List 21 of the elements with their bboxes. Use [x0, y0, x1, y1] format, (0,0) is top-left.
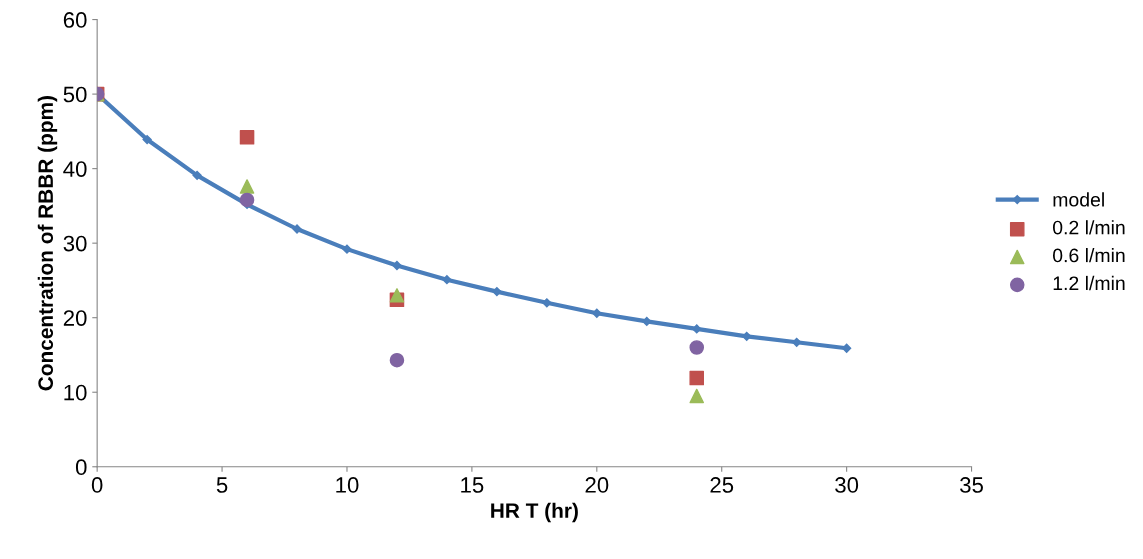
y-tick-label: 10: [64, 384, 87, 401]
x-tick-label: 35: [960, 477, 983, 493]
x-tick-label: 15: [461, 477, 484, 493]
y-tick-label: 60: [63, 12, 87, 28]
x-tick-label: 20: [585, 477, 609, 493]
x-tick-label: 10: [336, 477, 359, 493]
y-tick-label: 50: [63, 86, 87, 103]
x-tick-label: 25: [710, 477, 734, 493]
y-axis-title: Concentration of RBBR (ppm): [37, 96, 58, 391]
x-axis-title: HR T (hr): [491, 502, 578, 523]
x-tick-label: 0: [91, 477, 103, 493]
y-tick-label: 40: [63, 161, 87, 177]
x-tick-label: 5: [216, 477, 228, 493]
legend-label: 0.2 l/min: [1053, 220, 1125, 235]
legend-label: model: [1053, 192, 1104, 207]
legend-label: 1.2 l/min: [1053, 275, 1125, 291]
x-tick-label: 30: [835, 477, 859, 493]
y-tick-label: 0: [75, 459, 87, 476]
y-tick-label: 20: [63, 310, 87, 326]
legend-label: 0.6 l/min: [1053, 248, 1125, 263]
y-tick-label: 30: [63, 235, 87, 252]
